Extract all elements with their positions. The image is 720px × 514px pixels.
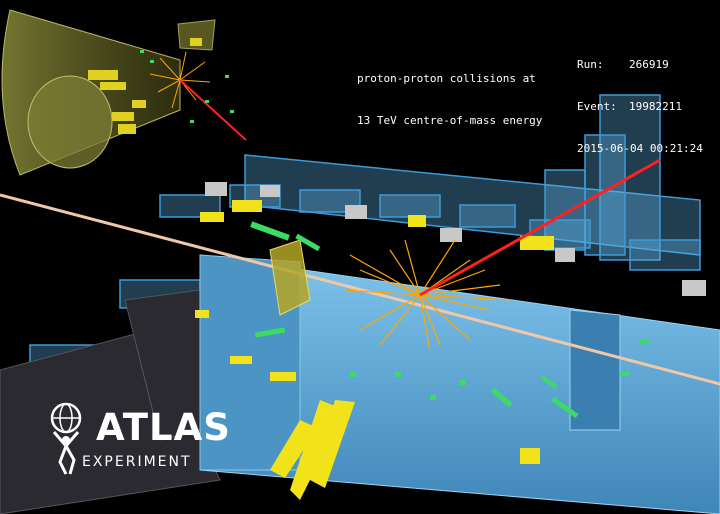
run-info: Run: 266919 Event: 19982211 2015-06-04 00:… [577,30,703,170]
inset-jet-view [1,9,247,176]
event-datetime: 2015-06-04 00:21:24 [577,142,703,155]
atlas-figure-globe-icon [50,402,82,475]
muon-track [419,158,661,297]
inset-track-burst [149,51,211,109]
inset-calorimeter-towers [88,38,202,134]
atlas-logo: ATLAS EXPERIMENT [36,402,230,478]
inset-muon-track [179,79,247,141]
run-row: Run: 266919 [577,58,703,72]
inner-detector-disk [269,239,311,316]
beam-pipe [0,193,720,386]
endcap-ring [569,309,621,431]
event-value: 19982211 [629,100,682,113]
run-value: 266919 [629,58,669,71]
logo-subtitle: EXPERIMENT [82,454,192,470]
caption-line-1: proton-proton collisions at [357,72,536,85]
calorimeter-towers-yellow [195,200,554,500]
event-row: Event: 19982211 [577,100,703,114]
jet-cone-small [177,19,216,51]
muon-hits-green [250,221,650,419]
logo-name: ATLAS [96,406,231,449]
collision-caption: proton-proton collisions at 13 TeV centr… [357,44,542,142]
jet-cone-mouth [27,75,113,169]
caption-line-2: 13 TeV centre-of-mass energy [357,114,543,127]
run-label: Run: [577,58,604,71]
event-label: Event: [577,100,617,113]
